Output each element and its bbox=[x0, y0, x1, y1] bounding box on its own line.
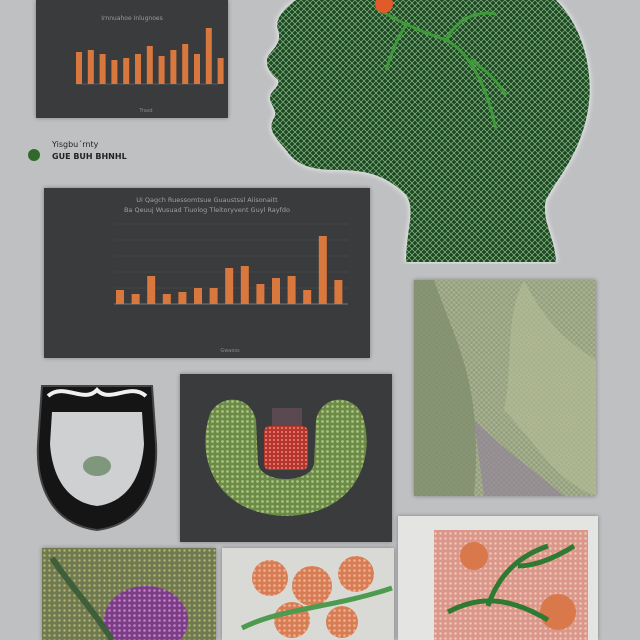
main-chart-bar-12 bbox=[287, 276, 296, 304]
top-chart-bar-13 bbox=[217, 58, 224, 84]
top-chart-bar-6 bbox=[135, 54, 141, 84]
cluster-tissue-panel bbox=[222, 548, 394, 640]
tissue-fold-right bbox=[504, 280, 596, 496]
caption-line-1: Yisgbu´rnty bbox=[52, 140, 99, 149]
main-chart-bar-13 bbox=[303, 290, 312, 304]
tissue-fold-left bbox=[414, 280, 476, 496]
main-chart-bar-15 bbox=[334, 280, 343, 304]
main-chart-panel: Ui Qagch Ruessomtsue Guaustssl Aiisonait… bbox=[44, 188, 370, 358]
top-chart-bar-4 bbox=[111, 60, 118, 84]
purple-tissue-panel bbox=[42, 548, 216, 640]
main-chart-bar-5 bbox=[178, 292, 187, 304]
vessel-tree bbox=[446, 543, 576, 623]
top-chart-bar-7 bbox=[146, 46, 153, 84]
top-chart-bar-2 bbox=[87, 50, 94, 84]
main-chart-bar-6 bbox=[194, 288, 202, 304]
top-chart-bar-8 bbox=[158, 56, 165, 84]
cluster-node-1 bbox=[252, 560, 288, 596]
head-silhouette bbox=[266, 0, 590, 262]
purple-tissue bbox=[104, 586, 188, 640]
horseshoe-tissue bbox=[205, 399, 367, 516]
main-chart-bar-2 bbox=[131, 294, 140, 304]
main-chart-bar-14 bbox=[318, 236, 327, 304]
main-chart-bar-7 bbox=[209, 288, 218, 304]
device-rim bbox=[46, 387, 148, 398]
top-chart: Irnnuahoe Inlugnoes Trasd bbox=[76, 15, 224, 114]
main-chart: Ui Qagch Ruessomtsue Guaustssl Aiisonait… bbox=[114, 196, 348, 354]
tissue-cross-section-panel bbox=[414, 280, 596, 496]
head-marker-icon bbox=[375, 0, 393, 13]
main-chart-bar-4 bbox=[162, 294, 171, 304]
tissue-purple-region bbox=[474, 420, 564, 496]
horseshoe-tissue-panel bbox=[180, 374, 392, 542]
vessel-tissue-panel bbox=[398, 516, 598, 640]
cluster-node-3 bbox=[338, 556, 374, 592]
top-chart-bar-1 bbox=[76, 52, 82, 84]
top-chart-bar-11 bbox=[194, 54, 200, 84]
red-core-tissue bbox=[264, 426, 308, 470]
device-core bbox=[83, 456, 111, 476]
main-chart-bar-9 bbox=[240, 266, 249, 304]
main-chart-bar-11 bbox=[272, 278, 280, 304]
cluster-vessel bbox=[240, 585, 393, 631]
device-illustration bbox=[34, 374, 160, 538]
top-chart-title: Irnnuahoe Inlugnoes bbox=[101, 15, 162, 22]
main-chart-bar-8 bbox=[225, 268, 234, 304]
main-chart-xlabel: Gwaoss bbox=[220, 348, 240, 354]
top-chart-panel: Irnnuahoe Inlugnoes Trasd bbox=[36, 0, 228, 118]
head-illustration bbox=[256, 0, 600, 264]
vessel-node-2 bbox=[540, 594, 576, 630]
main-chart-bar-1 bbox=[116, 290, 124, 304]
caption-line-2: GUE BUH BHNHL bbox=[52, 152, 127, 161]
top-chart-bar-5 bbox=[123, 58, 130, 84]
legend-dot-icon bbox=[28, 149, 40, 161]
main-chart-bar-10 bbox=[256, 284, 265, 304]
top-chart-bar-3 bbox=[99, 54, 106, 84]
head-vessel-tree bbox=[375, 6, 508, 131]
cluster-node-5 bbox=[326, 606, 358, 638]
top-chart-bar-12 bbox=[205, 28, 212, 84]
vessel-node-1 bbox=[460, 542, 488, 570]
core-cap bbox=[272, 408, 302, 426]
cluster-node-2 bbox=[292, 566, 332, 606]
purple-panel-vessel bbox=[49, 556, 115, 640]
main-chart-title-2: Ba Qeuuj Wusuad Tiuolog Tleitoryvent Guy… bbox=[124, 206, 290, 214]
top-chart-xlabel: Trasd bbox=[138, 108, 152, 114]
top-chart-bar-9 bbox=[170, 50, 177, 84]
top-chart-bar-10 bbox=[182, 44, 189, 84]
main-chart-title-1: Ui Qagch Ruessomtsue Guaustssl Aiisonait… bbox=[136, 196, 278, 204]
main-chart-bar-3 bbox=[147, 276, 156, 304]
